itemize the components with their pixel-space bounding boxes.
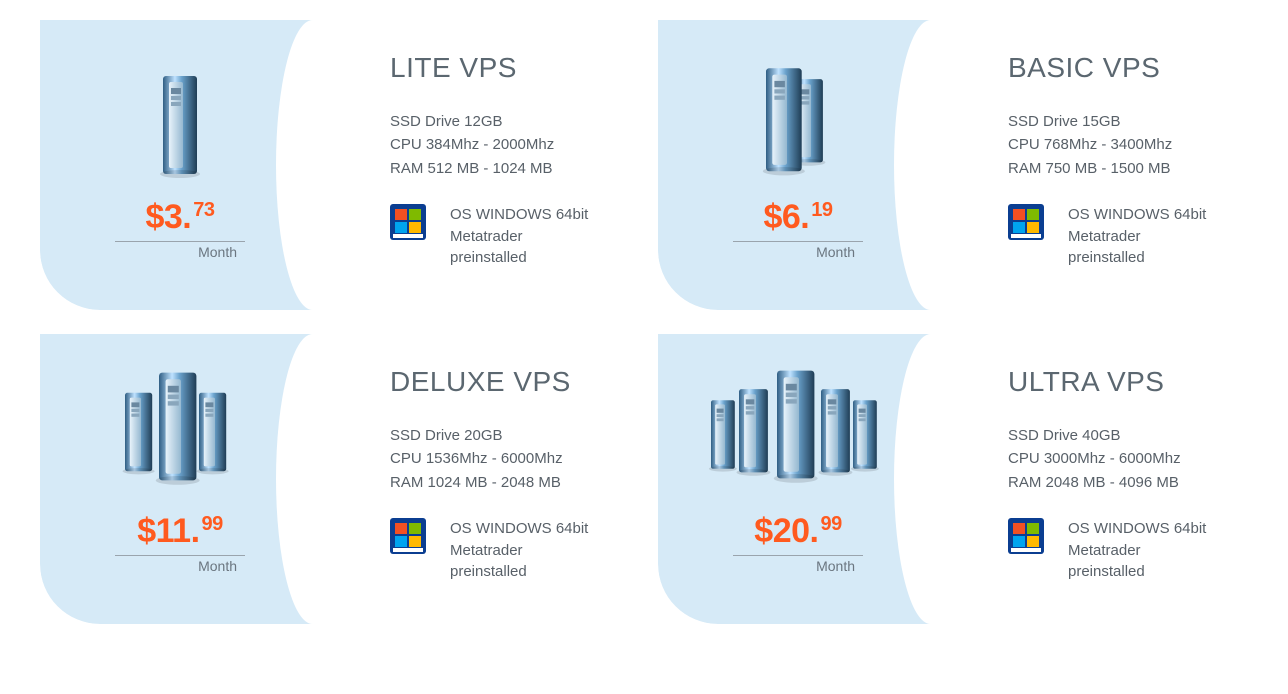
os-text: OS WINDOWS 64bit Metatrader preinstalled: [450, 204, 588, 269]
os-line: preinstalled: [450, 561, 588, 583]
price-block: $11.99 Month: [115, 512, 245, 574]
os-line: OS WINDOWS 64bit: [1068, 518, 1206, 540]
plan-specs: SSD Drive 15GB CPU 768Mhz - 3400Mhz RAM …: [1008, 110, 1218, 180]
plan-card-left: $11.99 Month: [40, 334, 320, 624]
server-icon: [105, 360, 255, 500]
plan-card-left: $20.99 Month: [658, 334, 938, 624]
spec-line: SSD Drive 15GB: [1008, 110, 1218, 133]
os-line: preinstalled: [1068, 247, 1206, 269]
price: $11.99: [115, 512, 245, 551]
spec-line: CPU 768Mhz - 3400Mhz: [1008, 133, 1218, 156]
server-icon: [748, 46, 848, 186]
plan-card-left: $3.73 Month: [40, 20, 320, 310]
price-cents: 99: [202, 513, 223, 535]
spec-line: CPU 3000Mhz - 6000Mhz: [1008, 447, 1218, 470]
os-text: OS WINDOWS 64bit Metatrader preinstalled: [1068, 204, 1206, 269]
os-line: Metatrader: [450, 540, 588, 562]
windows-logo-icon: [390, 518, 426, 554]
price-int: $11.: [137, 512, 199, 550]
server-icon: [150, 46, 210, 186]
price-block: $6.19 Month: [733, 198, 863, 260]
plan-title: DELUXE VPS: [390, 366, 600, 398]
os-row: OS WINDOWS 64bit Metatrader preinstalled: [390, 518, 600, 583]
price-divider: [115, 241, 245, 242]
plan-title: BASIC VPS: [1008, 52, 1218, 84]
price: $6.19: [733, 198, 863, 237]
spec-line: SSD Drive 40GB: [1008, 424, 1218, 447]
plan-title: LITE VPS: [390, 52, 600, 84]
os-line: preinstalled: [1068, 561, 1206, 583]
price-block: $20.99 Month: [733, 512, 863, 574]
server-icon: [703, 360, 893, 500]
windows-logo-icon: [1008, 518, 1044, 554]
price-period: Month: [115, 558, 245, 574]
spec-line: RAM 1024 MB - 2048 MB: [390, 471, 600, 494]
os-text: OS WINDOWS 64bit Metatrader preinstalled: [1068, 518, 1206, 583]
price-divider: [733, 241, 863, 242]
windows-logo-icon: [390, 204, 426, 240]
price-cents: 19: [811, 199, 832, 221]
spec-line: RAM 512 MB - 1024 MB: [390, 157, 600, 180]
os-line: OS WINDOWS 64bit: [1068, 204, 1206, 226]
os-row: OS WINDOWS 64bit Metatrader preinstalled: [390, 204, 600, 269]
price-period: Month: [733, 244, 863, 260]
os-text: OS WINDOWS 64bit Metatrader preinstalled: [450, 518, 588, 583]
plan-card-right: BASIC VPS SSD Drive 15GB CPU 768Mhz - 34…: [938, 20, 1248, 310]
plan-card-ultra[interactable]: $20.99 Month ULTRA VPS SSD Drive 40GB CP…: [658, 334, 1248, 624]
price-divider: [733, 555, 863, 556]
spec-line: SSD Drive 20GB: [390, 424, 600, 447]
spec-line: CPU 384Mhz - 2000Mhz: [390, 133, 600, 156]
plan-card-basic[interactable]: $6.19 Month BASIC VPS SSD Drive 15GB CPU…: [658, 20, 1248, 310]
price-period: Month: [733, 558, 863, 574]
plan-card-right: ULTRA VPS SSD Drive 40GB CPU 3000Mhz - 6…: [938, 334, 1248, 624]
plan-card-left: $6.19 Month: [658, 20, 938, 310]
price-period: Month: [115, 244, 245, 260]
os-line: OS WINDOWS 64bit: [450, 518, 588, 540]
plan-specs: SSD Drive 12GB CPU 384Mhz - 2000Mhz RAM …: [390, 110, 600, 180]
spec-line: RAM 2048 MB - 4096 MB: [1008, 471, 1218, 494]
price: $3.73: [115, 198, 245, 237]
os-line: preinstalled: [450, 247, 588, 269]
plan-card-right: DELUXE VPS SSD Drive 20GB CPU 1536Mhz - …: [320, 334, 630, 624]
price-cents: 73: [193, 199, 214, 221]
plan-title: ULTRA VPS: [1008, 366, 1218, 398]
price-int: $20.: [754, 512, 818, 550]
price-block: $3.73 Month: [115, 198, 245, 260]
spec-line: RAM 750 MB - 1500 MB: [1008, 157, 1218, 180]
price-cents: 99: [820, 513, 841, 535]
price-divider: [115, 555, 245, 556]
os-line: Metatrader: [1068, 540, 1206, 562]
os-row: OS WINDOWS 64bit Metatrader preinstalled: [1008, 518, 1218, 583]
price-int: $3.: [145, 198, 191, 236]
spec-line: CPU 1536Mhz - 6000Mhz: [390, 447, 600, 470]
spec-line: SSD Drive 12GB: [390, 110, 600, 133]
windows-logo-icon: [1008, 204, 1044, 240]
price-int: $6.: [763, 198, 809, 236]
plan-specs: SSD Drive 40GB CPU 3000Mhz - 6000Mhz RAM…: [1008, 424, 1218, 494]
plan-card-right: LITE VPS SSD Drive 12GB CPU 384Mhz - 200…: [320, 20, 630, 310]
plan-specs: SSD Drive 20GB CPU 1536Mhz - 6000Mhz RAM…: [390, 424, 600, 494]
os-line: OS WINDOWS 64bit: [450, 204, 588, 226]
os-line: Metatrader: [450, 226, 588, 248]
pricing-grid: $3.73 Month LITE VPS SSD Drive 12GB CPU …: [40, 20, 1248, 624]
plan-card-deluxe[interactable]: $11.99 Month DELUXE VPS SSD Drive 20GB C…: [40, 334, 630, 624]
os-line: Metatrader: [1068, 226, 1206, 248]
price: $20.99: [733, 512, 863, 551]
plan-card-lite[interactable]: $3.73 Month LITE VPS SSD Drive 12GB CPU …: [40, 20, 630, 310]
os-row: OS WINDOWS 64bit Metatrader preinstalled: [1008, 204, 1218, 269]
